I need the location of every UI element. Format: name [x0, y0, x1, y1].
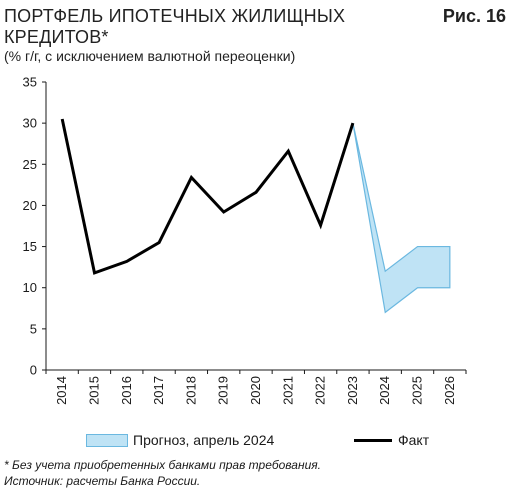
- footnote: * Без учета приобретенных банками прав т…: [4, 458, 321, 472]
- x-tick-label: 2020: [248, 376, 263, 405]
- y-tick-label: 5: [30, 321, 37, 336]
- y-tick-label: 25: [23, 157, 37, 172]
- legend-swatch-forecast: [86, 433, 128, 447]
- x-tick-label: 2022: [313, 376, 328, 405]
- y-tick-label: 35: [23, 75, 37, 90]
- series-line-fact: [60, 118, 355, 275]
- y-tick-label: 0: [30, 363, 37, 378]
- legend-item-fact: Факт: [354, 432, 429, 448]
- source-note: Источник: расчеты Банка России.: [4, 474, 201, 488]
- x-tick-label: 2024: [377, 376, 392, 405]
- forecast-band: [352, 123, 451, 314]
- y-tick-label: 10: [23, 280, 37, 295]
- chart-subtitle: (% г/г, с исключением валютной переоценк…: [4, 48, 296, 64]
- legend-item-forecast: Прогноз, апрель 2024: [86, 432, 274, 448]
- y-tick-label: 15: [23, 239, 37, 254]
- x-tick-label: 2016: [119, 376, 134, 405]
- x-tick-label: 2017: [151, 376, 166, 405]
- legend-label-fact: Факт: [398, 432, 430, 448]
- x-tick-label: 2026: [442, 376, 457, 405]
- x-tick-label: 2019: [216, 376, 231, 405]
- legend-label-forecast: Прогноз, апрель 2024: [133, 432, 275, 448]
- figure-label: Рис. 16: [442, 6, 506, 26]
- chart-title: ПОРТФЕЛЬ ИПОТЕЧНЫХ ЖИЛИЩНЫХ КРЕДИТОВ*: [4, 6, 346, 47]
- x-tick-label: 2018: [183, 376, 198, 405]
- legend-swatch-fact: [354, 438, 392, 442]
- y-tick-label: 20: [23, 198, 37, 213]
- x-tick-label: 2021: [280, 376, 295, 405]
- x-tick-label: 2014: [54, 376, 69, 405]
- x-tick-label: 2015: [86, 376, 101, 405]
- x-tick-label: 2023: [345, 376, 360, 405]
- y-tick-label: 30: [23, 116, 37, 131]
- x-tick-label: 2025: [410, 376, 425, 405]
